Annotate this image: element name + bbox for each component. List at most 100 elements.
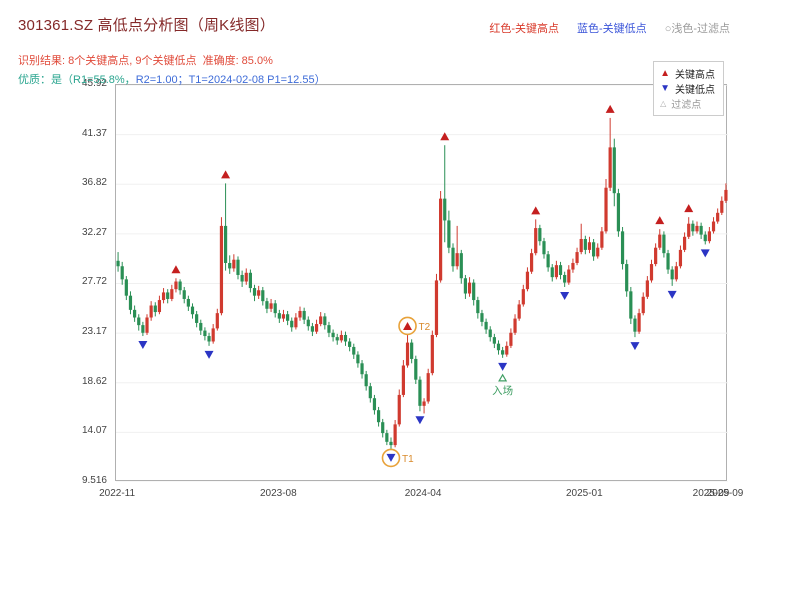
candle-body [335, 337, 339, 341]
candle-body [716, 212, 720, 222]
candle-body [608, 147, 612, 188]
candle-body [348, 341, 352, 347]
marker-label: T2 [419, 322, 431, 333]
candle-body [157, 300, 162, 313]
marker-circle [398, 316, 417, 336]
candle-body [563, 274, 567, 283]
candle-body [463, 278, 468, 294]
y-tick-label: 9.516 [81, 475, 107, 486]
candle-body [302, 310, 306, 320]
candle-body [356, 354, 360, 364]
candle-body [476, 300, 480, 314]
key-low-triangle-icon: ▼ [660, 82, 670, 94]
candle-body [166, 292, 170, 299]
candle-body [612, 147, 616, 194]
y-tick-label: 14.07 [81, 425, 107, 437]
candle-body [339, 334, 343, 341]
quality-text: 优质：是（R1=55.8%，R2=1.00；T1=2024-02-08 P1=1… [18, 71, 326, 87]
candle-body [223, 225, 228, 263]
candle-body [525, 271, 530, 290]
candle-body [616, 193, 621, 232]
candle-body [509, 332, 513, 346]
candle-body [178, 281, 182, 291]
candle-body [505, 345, 509, 355]
candle-body [571, 262, 575, 270]
candle-body [199, 322, 203, 331]
candle-body [542, 241, 546, 255]
candle-body [298, 310, 302, 318]
key-low-marker [700, 249, 710, 258]
candle-body [120, 266, 124, 280]
key-high-triangle-icon: ▲ [660, 67, 670, 79]
candle-body [401, 365, 405, 395]
candle-body [472, 282, 476, 301]
candle-body [604, 187, 608, 232]
candle-body [240, 274, 244, 282]
entry-marker [498, 373, 508, 382]
candle-body [496, 343, 501, 351]
candle-body [678, 249, 683, 267]
x-tick-label: 2025-09 [706, 488, 744, 499]
y-tick-label: 32.27 [81, 226, 107, 238]
candle-body [517, 304, 521, 319]
y-tick-label: 18.62 [81, 375, 107, 387]
y-tick-label: 45.92 [81, 78, 107, 89]
candle-body [327, 325, 331, 333]
marker-label: T1 [402, 454, 414, 465]
candle-body [343, 334, 348, 342]
candle-body [211, 328, 215, 342]
candle-body [662, 234, 666, 254]
key-high-marker [221, 170, 231, 179]
key-low-marker [138, 341, 148, 350]
candle-body [252, 288, 257, 296]
candle-body [405, 342, 410, 366]
candle-body [364, 374, 368, 387]
candle-body [174, 281, 178, 290]
candle-body [314, 324, 319, 332]
candle-body [190, 306, 195, 315]
candle-body [248, 272, 252, 289]
candle-body [228, 262, 232, 269]
candle-body [281, 314, 286, 319]
key-low-marker [630, 342, 640, 351]
candle-body [286, 314, 290, 321]
candle-body [385, 433, 389, 442]
candle-body [277, 313, 281, 319]
key-high-marker [684, 204, 694, 213]
candle-body [331, 332, 335, 338]
candle-body [161, 292, 166, 301]
candle-body [376, 410, 381, 423]
candle-body [645, 280, 649, 297]
plot-legend-row-high: ▲ 关键高点 [660, 66, 715, 81]
candle-body [244, 272, 248, 282]
key-low-marker [415, 416, 425, 425]
candle-body [534, 228, 538, 254]
candle-body [207, 336, 211, 342]
candle-body [273, 303, 277, 314]
candle-body [484, 321, 488, 330]
key-high-marker [531, 206, 541, 215]
plot-legend: ▲ 关键高点 ▼ 关键低点 △ 过滤点 [653, 61, 724, 116]
y-tick-label: 23.17 [81, 326, 107, 338]
candle-body [133, 309, 137, 318]
candle-body [538, 228, 542, 242]
candle-body [492, 337, 496, 344]
candle-body [352, 346, 356, 355]
candle-body [414, 358, 418, 380]
candle-body [145, 317, 149, 333]
candle-body [203, 330, 207, 337]
key-low-marker [204, 350, 214, 359]
candle-body [153, 305, 157, 313]
key-low-marker [498, 362, 508, 371]
candle-body [294, 317, 298, 328]
quality-prefix: 优质：是（R1=55.8%， [18, 74, 136, 86]
candle-body [587, 242, 592, 250]
key-low-marker [386, 453, 396, 462]
candle-body [434, 280, 439, 335]
candle-body [236, 259, 240, 275]
candle-body [674, 266, 678, 280]
candle-body [418, 379, 422, 406]
recognition-result-text: 识别结果: 8个关键高点, 9个关键低点 准确度: 85.0% [18, 55, 273, 67]
candle-body [128, 295, 133, 310]
candle-body [410, 342, 414, 359]
